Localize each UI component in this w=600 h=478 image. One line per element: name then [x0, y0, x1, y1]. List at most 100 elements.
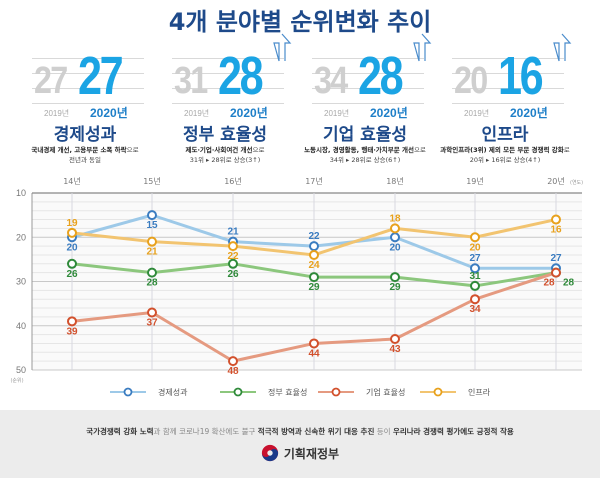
footer-summary: 국가경쟁력 강화 노력과 함께 코로나19 확산에도 불구 적극적 방역과 신속…	[0, 426, 600, 437]
data-point	[67, 316, 77, 327]
y-tick-label: 50	[16, 365, 26, 375]
category-description: 노동시장, 경영활동, 행태·가치부문 개선으로 34위 ▸ 28위로 상승(6…	[290, 145, 440, 165]
new-year: 2020년	[370, 106, 408, 120]
category-name: 정부 효율성	[182, 125, 268, 145]
data-point	[551, 214, 561, 225]
legend-line-icon	[420, 387, 456, 397]
card-guide-lines	[172, 58, 284, 104]
ministry-logo: 기획재정부	[0, 444, 600, 462]
legend-line-icon	[220, 387, 256, 397]
y-tick-label: 10	[16, 188, 26, 198]
desc-bold: 제도·기업·사회여건 개선	[185, 146, 253, 154]
legend-line-icon	[110, 387, 146, 397]
card-guide-lines	[312, 58, 424, 104]
data-point	[390, 334, 400, 345]
old-rank: 34	[314, 60, 348, 102]
data-point	[309, 241, 319, 252]
up-arrow-icon	[273, 33, 292, 62]
category-name: 경제성과	[53, 125, 117, 145]
legend-label: 정부 효율성	[268, 387, 308, 397]
old-year: 2019년	[324, 109, 350, 118]
data-point	[390, 223, 400, 234]
data-label: 37	[146, 317, 158, 328]
chart-legend: 경제성과 정부 효율성 기업 효율성 인프라	[0, 383, 600, 401]
data-label: 29	[389, 282, 401, 293]
footer-segment: 과 함께 코로나19 확산에도 불구	[153, 427, 258, 436]
legend-item: 기업 효율성	[318, 383, 405, 401]
legend-label: 인프라	[468, 387, 491, 397]
x-tick-label: 16년	[224, 176, 242, 186]
rank-card: 20 16 2019년 2020년 인프라 과학인프라(3위) 제외 모든 부문…	[430, 33, 580, 173]
data-point	[470, 294, 480, 305]
x-tick-label: 14년	[63, 176, 81, 186]
x-axis-label: (연도)	[570, 179, 583, 186]
new-rank: 28	[218, 46, 264, 106]
old-year: 2019년	[184, 109, 210, 118]
legend-line-icon	[318, 387, 354, 397]
old-year: 2019년	[464, 109, 490, 118]
new-rank: 27	[78, 46, 124, 106]
legend-item: 정부 효율성	[220, 383, 307, 401]
category-description: 과학인프라(3위) 제외 모든 부문 경쟁력 강화로 20위 ▸ 16위로 상승…	[430, 145, 580, 165]
data-point	[67, 258, 77, 269]
desc-bold: 노동시장, 경영활동, 행태·가치부문 개선	[304, 146, 414, 154]
rank-card: 27 27 2019년 2020년 경제성과 국내경제 개선, 고용부문 소폭 …	[10, 38, 160, 173]
y-tick-label: 40	[16, 321, 26, 331]
data-point	[470, 280, 480, 291]
desc-suffix: 으로	[126, 146, 139, 154]
desc-suffix: 으로	[413, 146, 426, 154]
up-arrow-icon	[553, 33, 572, 62]
data-label: 22	[227, 251, 239, 262]
legend-item: 경제성과	[110, 383, 187, 401]
data-label: 43	[389, 344, 401, 355]
data-label: 16	[550, 225, 562, 236]
y-tick-label: 30	[16, 277, 26, 287]
legend-label: 기업 효율성	[366, 387, 406, 397]
data-label: 28	[563, 278, 575, 289]
data-point	[147, 236, 157, 247]
data-label: 26	[227, 269, 239, 280]
data-point	[309, 272, 319, 283]
x-tick-label: 15년	[143, 176, 161, 186]
data-point	[309, 338, 319, 349]
data-point	[390, 232, 400, 243]
data-point	[551, 267, 561, 278]
new-year: 2020년	[90, 106, 128, 120]
category-name: 기업 효율성	[322, 125, 408, 145]
data-label: 39	[66, 326, 78, 337]
footer-segment: 우리나라 경쟁력 평가에도 긍정적 작용	[392, 427, 514, 436]
new-rank: 28	[358, 46, 404, 106]
footer-segment: 적극적 방역과 신속한 위기 대응 추진	[257, 427, 375, 436]
desc-suffix: 로	[563, 146, 570, 154]
data-label: 27	[550, 253, 562, 264]
data-point	[147, 267, 157, 278]
x-tick-label: 20년	[547, 176, 565, 186]
data-point	[228, 241, 238, 252]
data-label: 15	[146, 220, 158, 231]
data-label: 18	[389, 213, 401, 224]
data-label: 24	[308, 260, 320, 271]
data-point	[228, 258, 238, 269]
data-label: 28	[543, 278, 555, 289]
legend-label: 경제성과	[158, 387, 188, 397]
desc-detail: 전년과 동일	[69, 156, 101, 164]
data-point	[309, 249, 319, 260]
data-label: 29	[308, 282, 320, 293]
chart-svg: 10 20 30 40 50 (순위) 14년 15년 16년 17년 18년 19년 20년 (연도) 2…	[10, 176, 583, 384]
data-label: 44	[308, 348, 320, 359]
new-rank: 16	[498, 46, 544, 106]
rank-trend-chart: 10 20 30 40 50 (순위) 14년 15년 16년 17년 18년 19년 20년 (연도) 2…	[0, 172, 600, 407]
data-point	[67, 227, 77, 238]
y-axis-label: (순위)	[10, 377, 23, 384]
new-year: 2020년	[510, 106, 548, 120]
up-arrow-icon	[413, 33, 432, 62]
desc-detail: 20위 ▸ 16위로 상승(4↑)	[469, 156, 541, 164]
data-label: 34	[469, 304, 481, 315]
data-point	[390, 272, 400, 283]
page-title: 4개 분야별 순위변화 추이	[168, 8, 432, 36]
card-guide-lines	[32, 58, 144, 104]
card-guide-lines	[452, 58, 564, 104]
x-tick-label: 18년	[386, 176, 404, 186]
old-rank: 27	[34, 60, 68, 102]
rank-card: 34 28 2019년 2020년 기업 효율성 노동시장, 경영활동, 행태·…	[290, 33, 440, 173]
